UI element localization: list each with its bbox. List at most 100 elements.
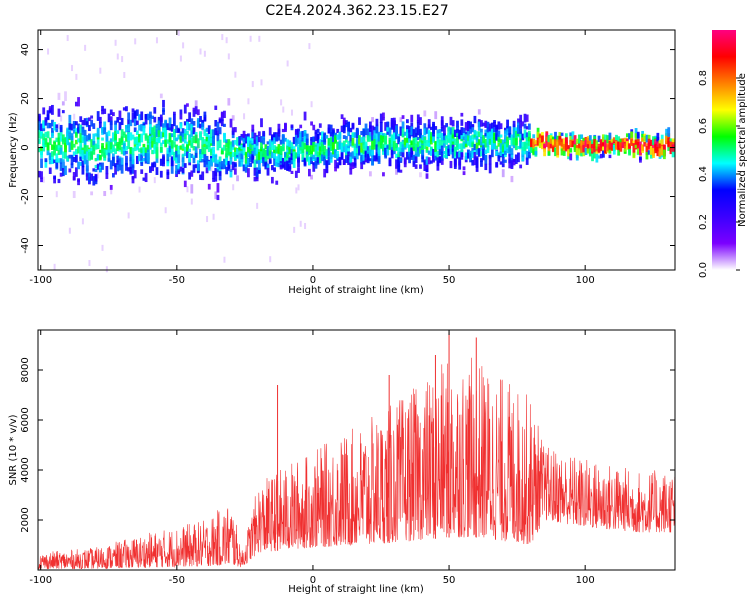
spectrogram-cell: [388, 159, 392, 166]
spectrogram-cell: [312, 154, 316, 160]
spectrogram-cell: [155, 37, 158, 44]
spectrogram-cell: [146, 152, 150, 160]
spectrogram-cell: [360, 142, 364, 153]
spectrogram-cell: [392, 120, 396, 130]
spectrogram-cell: [617, 149, 621, 156]
spectrogram-cell: [449, 116, 453, 126]
spectrogram-cell: [510, 137, 514, 145]
spectrogram-cell: [331, 129, 335, 134]
spectrogram-cell: [192, 136, 196, 144]
spectrogram-cell: [416, 141, 420, 151]
spectrogram-cell: [146, 113, 150, 121]
spectrogram-cell: [257, 163, 261, 170]
spectrogram-cell: [194, 134, 198, 144]
spectrogram-cell: [377, 155, 381, 164]
spectrogram-cell: [164, 128, 168, 137]
spectrogram-cell: [251, 81, 254, 88]
spectrogram-cell: [410, 126, 414, 136]
spectrogram-cell: [660, 138, 664, 147]
spectrogram-cell: [336, 162, 340, 168]
spectrogram-cell: [297, 167, 300, 173]
spectrogram-cell: [608, 132, 612, 141]
spectrogram-cell: [284, 123, 287, 133]
spectrogram-cell: [427, 142, 431, 147]
spectrogram-cell: [114, 165, 117, 175]
spectrogram-cell: [310, 138, 313, 146]
spectrogram-cell: [560, 148, 564, 156]
spectrogram-cell: [641, 137, 645, 142]
spectrogram-cell: [345, 139, 348, 143]
spectrogram-cell: [190, 170, 194, 177]
spectrogram-cell: [112, 137, 115, 142]
spectrogram-cell: [266, 167, 270, 176]
spectrogram-cell: [662, 149, 666, 160]
spectrogram-cell: [443, 135, 446, 141]
spectrogram-cell: [519, 164, 523, 169]
spectrogram-cell: [634, 128, 638, 138]
spectrogram-cell: [51, 151, 54, 158]
spectrogram-cell: [349, 156, 353, 163]
spectrogram-cell: [314, 160, 318, 169]
spectrogram-cell: [131, 134, 135, 140]
spectrogram-cell: [155, 129, 159, 138]
spectrogram-cell: [486, 147, 490, 153]
spectrogram-cell: [443, 140, 446, 144]
spectrogram-cell: [153, 134, 157, 145]
spectrogram-cell: [253, 167, 257, 176]
spectrogram-cell: [290, 142, 294, 150]
spectrogram-cell: [203, 146, 207, 156]
spectrogram-cell: [40, 131, 43, 137]
spectrogram-cell: [40, 158, 43, 168]
spectrogram-cell: [227, 139, 231, 149]
spectrogram-cell: [94, 143, 98, 150]
spectrogram-cell: [51, 131, 54, 139]
spectrogram-cell: [434, 155, 438, 161]
snr-series-line: [37, 357, 675, 570]
spectrogram-cell: [292, 160, 296, 168]
spectrogram-cell: [379, 130, 383, 139]
spectrogram-cell: [157, 129, 161, 139]
spectrogram-cell: [170, 133, 174, 138]
spectrogram-cell: [70, 154, 74, 162]
spectrogram-cell: [268, 155, 272, 159]
spectrogram-cell: [72, 156, 76, 163]
spectrogram-cell: [597, 146, 601, 150]
spectrogram-cell: [138, 186, 141, 193]
spectrogram-cell: [510, 160, 514, 169]
spectrogram-cell: [460, 112, 464, 117]
spectrogram-cell: [116, 53, 119, 60]
spectrogram-cell: [336, 134, 340, 140]
spectrogram-cell: [647, 142, 651, 150]
spectrogram-cell: [55, 137, 59, 143]
spectrogram-cell: [135, 120, 139, 125]
spectrogram-cell: [297, 128, 300, 138]
spectrogram-cell: [625, 133, 629, 138]
spectrogram-cell: [172, 141, 176, 148]
spectrogram-cell: [628, 133, 631, 140]
spectrogram-cell: [671, 139, 675, 146]
spectrogram-cell: [512, 136, 516, 146]
spectrogram-cell: [501, 150, 505, 157]
spectrogram-cell: [277, 128, 281, 137]
spectrogram-cell: [599, 143, 603, 152]
spectrogram-cell: [214, 154, 218, 164]
spectrogram-cell: [395, 159, 398, 169]
spectrogram-cell: [37, 121, 41, 131]
spectrogram-cell: [175, 157, 178, 164]
spectrogram-cell: [90, 115, 93, 122]
spectrogram-cell: [497, 142, 501, 147]
spectrogram-cell: [59, 172, 63, 177]
spectrogram-cell: [77, 178, 80, 182]
snr-x-tick-label: -100: [29, 575, 52, 586]
spectrogram-cell: [602, 150, 605, 158]
spectrogram-cell: [42, 133, 46, 143]
spectrogram-cell: [231, 146, 235, 150]
spectrogram-cell: [216, 127, 220, 136]
spectrogram-cell: [240, 137, 244, 141]
spectrogram-cell: [190, 198, 193, 205]
spectrogram-cell: [471, 142, 475, 148]
spectrogram-cell: [207, 135, 211, 143]
spectrogram-cell: [569, 148, 573, 153]
spectrogram-cell: [214, 105, 218, 110]
spectrogram-cell: [57, 178, 61, 184]
